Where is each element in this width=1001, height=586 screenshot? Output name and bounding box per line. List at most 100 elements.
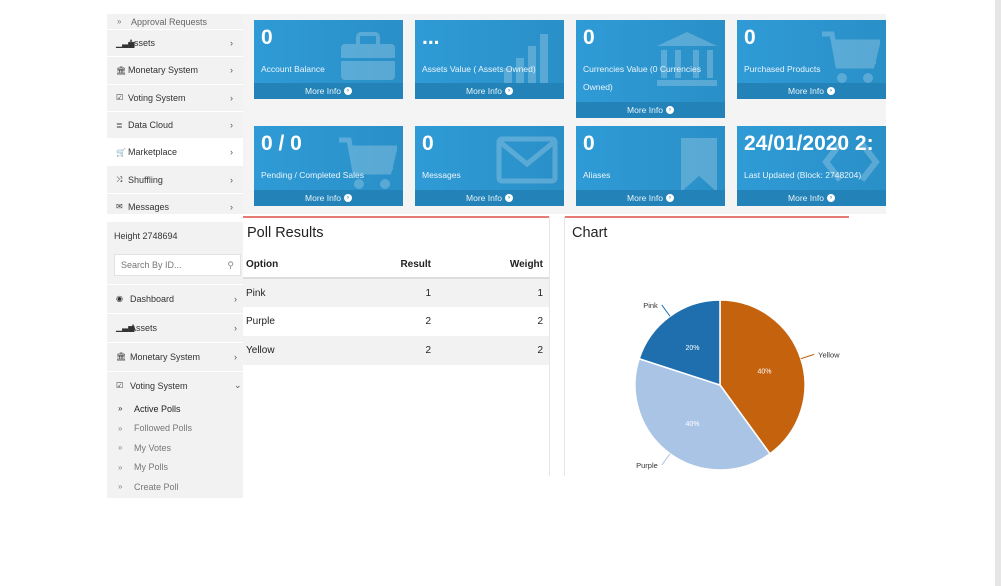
weight-cell: 1 — [437, 278, 549, 307]
weight-cell: 2 — [537, 316, 543, 327]
slice-category-label: Purple — [636, 461, 658, 470]
option-cell: Pink — [243, 278, 363, 307]
sidebar-item-dashboard[interactable]: ◉ Dashboard › — [107, 284, 243, 312]
tile-caption: Last Updated (Block: 2748204) — [744, 170, 862, 180]
sidebar-subitem-my-votes[interactable]: » My Votes — [107, 438, 243, 458]
sidebar-item-label: Monetary System — [128, 65, 199, 76]
slice-value-label: 40% — [757, 369, 771, 376]
sidebar-subitem-create-poll[interactable]: » Create Poll — [107, 477, 243, 497]
more-info-link[interactable]: More Info › — [737, 83, 886, 99]
sidebar-item-label: Assets — [130, 322, 158, 333]
stat-tile: 0 Purchased Products More Info › — [737, 20, 886, 99]
page-scrollbar[interactable] — [995, 0, 1001, 586]
stat-tile: ... Assets Value ( Assets Owned) More Info… — [415, 20, 564, 99]
arrow-circle-right-icon: › — [343, 87, 352, 95]
double-chevron-icon: » — [117, 17, 122, 26]
weight-cell: 2 — [437, 336, 549, 365]
sidebar-item-label: Voting System — [128, 92, 186, 103]
stat-tile: 0 Aliases More Info › — [576, 126, 725, 206]
sidebar-item-label: Followed Polls — [134, 423, 193, 434]
sidebar-subitem-followed-polls[interactable]: » Followed Polls — [107, 418, 243, 438]
more-info-label: More Info — [788, 193, 824, 203]
more-info-link[interactable]: More Info › — [415, 83, 564, 99]
sidebar-item-label: My Polls — [134, 462, 169, 473]
sidebar-item-label: Data Cloud — [128, 120, 174, 131]
dashboard-icon: ◉ — [116, 294, 123, 303]
option-cell: Yellow — [243, 336, 363, 365]
table-row: Purple 2 2 — [243, 307, 549, 336]
sidebar-item-messages[interactable]: ✉ Messages › — [107, 194, 243, 214]
chevron-right-icon: › — [230, 147, 233, 158]
more-info-link[interactable]: More Info › — [737, 190, 886, 206]
chart-panel: Chart 40% Yellow 40% Purple 20% Pink — [565, 216, 849, 476]
sidebar-item-voting-system[interactable]: ☑ Voting System ⌄ — [107, 371, 243, 399]
tile-caption: Currencies Value (0 Currencies Owned) — [583, 64, 701, 92]
more-info-link[interactable]: More Info › — [576, 190, 725, 206]
sidebar-subitem-my-polls[interactable]: » My Polls — [107, 457, 243, 477]
search-icon[interactable]: ⚲ — [227, 259, 234, 270]
sidebar-item-monetary-system[interactable]: 🏛 Monetary System › — [107, 57, 243, 85]
double-chevron-icon: » — [118, 423, 123, 433]
column-header-option: Option — [243, 252, 363, 279]
sidebar-item-monetary-system[interactable]: 🏛 Monetary System › — [107, 342, 243, 370]
code-icon — [822, 136, 880, 193]
sidebar-item-marketplace[interactable]: 🛒 Marketplace › — [107, 139, 243, 167]
column-header-result: Result — [363, 252, 437, 279]
arrow-circle-right-icon: › — [504, 194, 513, 202]
chevron-right-icon: › — [230, 38, 233, 49]
database-icon: ≣ — [116, 120, 123, 130]
sidebar-item-label: My Votes — [134, 442, 172, 453]
bank-icon: 🏛 — [116, 352, 127, 361]
sidebar-item-approval-requests[interactable]: » Approval Requests — [107, 14, 243, 30]
double-chevron-icon: » — [118, 443, 123, 453]
envelope-icon — [496, 136, 558, 189]
more-info-link[interactable]: More Info › — [576, 102, 725, 118]
more-info-link[interactable]: More Info › — [254, 83, 403, 99]
tile-caption: Assets Value ( Assets Owned) — [422, 64, 536, 74]
more-info-link[interactable]: More Info › — [415, 190, 564, 206]
cart-icon — [820, 30, 882, 91]
bookmark-icon — [679, 136, 719, 199]
tile-value: 0 — [261, 26, 273, 49]
bar-chart-icon — [500, 30, 558, 91]
table-row: Pink 1 1 — [243, 278, 549, 307]
sidebar-item-assets[interactable]: ▁▃▅ Assets › — [107, 30, 243, 58]
slice-value-label: 40% — [686, 421, 700, 428]
more-info-label: More Info — [466, 193, 502, 203]
sidebar-item-shuffling[interactable]: ⤨ Shuffling › — [107, 166, 243, 194]
check-square-icon: ☑ — [116, 381, 124, 390]
search-box: ⚲ — [114, 254, 241, 276]
block-height-label: Height 2748694 — [114, 231, 178, 241]
pie-slice-purple — [634, 357, 772, 471]
slice-category-label: Pink — [643, 301, 658, 310]
sidebar-item-data-cloud[interactable]: ≣ Data Cloud › — [107, 112, 243, 140]
sidebar-item-assets[interactable]: ▁▃▅ Assets › — [107, 313, 243, 341]
sidebar-subitem-active-polls[interactable]: » Active Polls — [107, 399, 243, 418]
double-chevron-icon: » — [118, 404, 123, 413]
sidebar-item-label: Active Polls — [134, 403, 181, 414]
poll-results-table: Option Result Weight Pink 1 1 Purple 2 2 Yello… — [243, 252, 549, 365]
sidebar-item-voting-system[interactable]: ☑ Voting System › — [107, 85, 243, 112]
more-info-label: More Info — [305, 86, 341, 96]
table-row: Yellow 2 2 — [243, 336, 549, 365]
tile-caption: Aliases — [583, 170, 611, 180]
pie-chart: 40% Yellow 40% Purple 20% Pink — [634, 299, 840, 471]
leader-line — [661, 453, 671, 466]
briefcase-icon — [339, 30, 397, 87]
sidebar-item-label: Voting System — [130, 380, 188, 391]
tile-value: ... — [422, 26, 440, 49]
more-info-link[interactable]: More Info › — [254, 190, 403, 206]
tile-value: 0 / 0 — [261, 132, 302, 155]
double-chevron-icon: » — [118, 462, 123, 472]
sidebar-main: Height 2748694 ⚲ ◉Dashboard›▁▃▅Assets›🏛M… — [107, 222, 243, 498]
poll-results-panel: Poll Results Option Result Weight Pink 1 1… — [243, 216, 549, 476]
stat-tile: 0 / 0 Pending / Completed Sales More Info › — [254, 126, 403, 206]
sidebar-item-label: Assets — [128, 38, 156, 49]
chevron-right-icon: › — [234, 322, 237, 333]
sidebar-item-label: Create Poll — [134, 481, 179, 492]
arrow-circle-right-icon: › — [826, 194, 835, 202]
more-info-label: More Info — [788, 86, 824, 96]
search-input[interactable] — [121, 260, 228, 270]
option-cell: Purple — [246, 316, 275, 327]
tile-caption: Pending / Completed Sales — [261, 170, 365, 180]
